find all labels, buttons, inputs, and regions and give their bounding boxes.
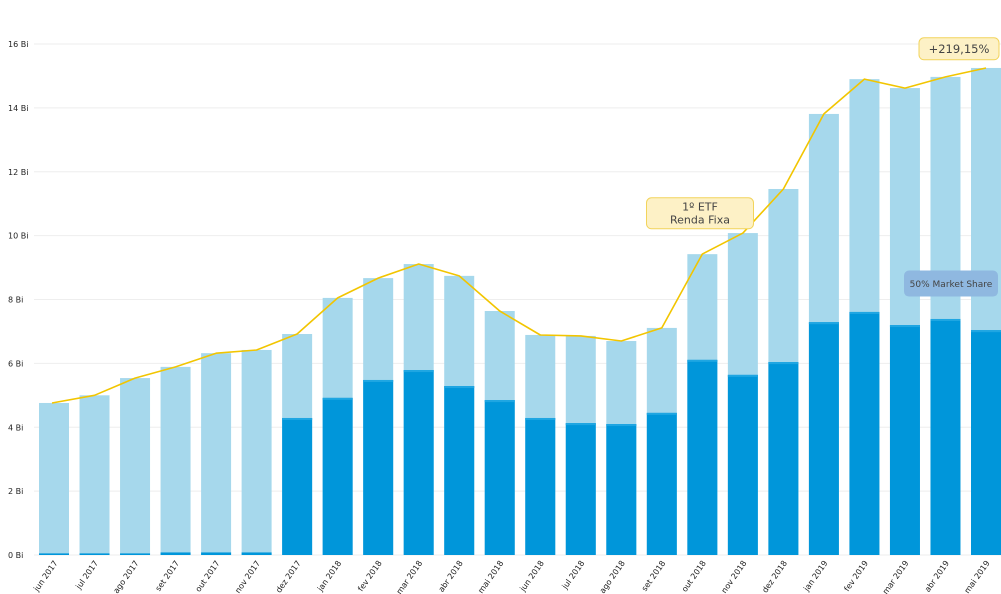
bar-base-top <box>363 379 394 382</box>
x-tick-label: jan 2019 <box>801 559 829 594</box>
x-tick-label: mai 2018 <box>476 559 505 594</box>
bar-base-top <box>727 374 758 377</box>
bar-base-top <box>687 359 718 362</box>
annotation-text: 50% Market Share <box>910 280 993 290</box>
bar-base <box>201 552 232 555</box>
bar-base <box>444 386 475 555</box>
x-tick-label: jul 2017 <box>74 559 101 592</box>
x-tick-label: ago 2018 <box>598 559 627 594</box>
bar-base <box>363 379 394 555</box>
x-tick-label: out 2018 <box>680 559 708 594</box>
bar-base <box>525 417 556 555</box>
x-tick-label: ago 2017 <box>112 559 141 594</box>
bar-base-top <box>282 417 313 420</box>
x-tick-label: fev 2018 <box>356 559 384 593</box>
x-tick-label: nov 2018 <box>720 559 749 594</box>
bar-base-top <box>889 325 920 328</box>
bar-base <box>849 311 880 555</box>
y-axis: 0 Bi 2 Bi 4 Bi 6 Bi 8 Bi 10 Bi 12 Bi 14 Bi 16 Bi <box>8 40 28 560</box>
bar-base-top <box>565 423 596 426</box>
bar-base <box>646 412 677 555</box>
x-tick-label: mai 2019 <box>963 559 992 594</box>
annotation-growth: +219,15% <box>918 37 1000 61</box>
annotation-box <box>904 270 998 297</box>
bar-total <box>160 366 191 555</box>
bar-base-top <box>525 417 556 420</box>
trend-line <box>51 67 987 404</box>
bar-base <box>79 553 110 555</box>
x-tick-label: set 2017 <box>154 559 182 593</box>
bar-base-top <box>444 386 475 389</box>
bar-base <box>120 553 151 555</box>
y-tick-label: 8 Bi <box>8 296 23 305</box>
bar-base <box>484 400 515 555</box>
y-tick-label: 4 Bi <box>8 423 23 432</box>
x-tick-label: abr 2019 <box>923 559 951 594</box>
x-tick-label: mar 2019 <box>881 559 911 594</box>
bar-base <box>971 330 1001 555</box>
x-tick-label: mar 2018 <box>395 559 425 594</box>
bar-total <box>120 378 151 555</box>
bars <box>39 67 1001 556</box>
y-tick-label: 6 Bi <box>8 359 23 368</box>
bar-base-top <box>403 370 434 373</box>
x-tick-label: jun 2017 <box>31 559 59 594</box>
y-tick-label: 0 Bi <box>8 551 23 560</box>
bar-base <box>403 370 434 555</box>
annotation-text: Renda Fixa <box>670 214 730 227</box>
bar-base <box>889 325 920 555</box>
annotation-market-share: 50% Market Share <box>904 270 998 297</box>
bar-base <box>241 552 272 555</box>
annotation-box <box>646 197 754 230</box>
y-tick-label: 12 Bi <box>8 168 28 177</box>
bar-base <box>39 553 69 555</box>
bar-base <box>768 362 799 555</box>
annotation-box <box>918 37 1000 61</box>
bar-base <box>930 318 961 555</box>
trend-line-group <box>51 67 987 404</box>
x-axis: jun 2017 jul 2017 ago 2017 set 2017 out 2017… <box>31 559 991 594</box>
y-tick-label: 2 Bi <box>8 487 23 496</box>
bar-base <box>606 424 637 555</box>
bar-base-top <box>971 330 1001 333</box>
bar-base <box>687 359 718 555</box>
bar-base-top <box>484 400 515 403</box>
x-tick-label: set 2018 <box>640 559 668 593</box>
bar-base <box>808 322 839 555</box>
y-tick-label: 14 Bi <box>8 104 28 113</box>
bar-base <box>727 374 758 555</box>
bar-base-top <box>322 397 353 400</box>
bar-base-top <box>768 362 799 365</box>
x-tick-label: jan 2018 <box>315 559 343 594</box>
x-tick-label: jun 2018 <box>518 559 546 594</box>
x-tick-label: dez 2017 <box>274 559 303 594</box>
x-tick-label: abr 2018 <box>437 559 465 594</box>
bar-base-top <box>930 318 961 321</box>
x-tick-label: out 2017 <box>194 559 222 594</box>
annotation-text: +219,15% <box>929 42 990 56</box>
bar-total <box>79 395 110 555</box>
x-tick-label: jul 2018 <box>560 559 587 592</box>
x-tick-label: nov 2017 <box>233 559 262 594</box>
annotation-text: 1º ETF <box>682 201 718 214</box>
bar-base <box>565 423 596 555</box>
bar-total <box>241 349 272 555</box>
bar-base-top <box>646 412 677 415</box>
y-tick-label: 10 Bi <box>8 232 28 241</box>
bar-base-top <box>808 322 839 325</box>
x-tick-label: dez 2018 <box>760 559 789 594</box>
bar-base <box>282 417 313 555</box>
y-tick-label: 16 Bi <box>8 40 28 49</box>
bar-base <box>160 552 191 555</box>
bar-base-top <box>606 424 637 427</box>
bar-base <box>322 397 353 555</box>
bar-total <box>39 402 69 555</box>
x-tick-label: fev 2019 <box>842 559 870 593</box>
grid-lines <box>34 43 1001 556</box>
bar-base-top <box>849 311 880 314</box>
bar-total <box>201 353 232 555</box>
